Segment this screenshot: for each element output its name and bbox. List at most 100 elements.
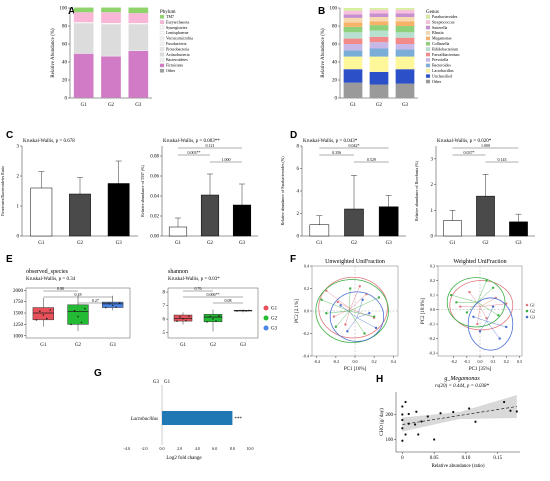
legend-label: Fusobacteria [166,41,187,46]
bar [378,206,399,237]
stat-label: Kruskal-Wallis, p = 0.03* [168,277,220,282]
comparison-label: 0.529 [367,157,376,162]
x-tick-label: -2.0 [141,446,147,451]
sample-point [497,314,500,317]
y-tick-label: 0.08 [150,155,159,160]
x-tick-label: G3 [110,343,117,348]
group-ellipse [467,297,514,351]
x-tick-label: G1 [38,241,45,246]
y-tick-label: 20 [332,79,338,84]
bar-segment [395,37,415,44]
significance-label: *** [234,417,242,422]
jitter-point [80,321,83,324]
x-axis-label: Relative abundance (ratio) [431,464,484,469]
x-tick-label: 0.3 [517,359,522,364]
legend-label: TM7 [166,14,174,19]
x-tick-label: G3 [515,241,522,246]
x-tick-label: G2 [376,103,383,108]
bar-segment [395,69,415,84]
legend-swatch [425,41,431,46]
y-tick-label: 0.0 [304,308,309,313]
legend-swatch [159,41,165,46]
jitter-point [49,309,52,311]
bar-segment [343,32,363,39]
data-point [417,433,420,436]
plot-title: observed_species [26,269,69,275]
bar-segment [395,8,415,10]
y-tick-label: 1 [17,205,20,210]
bar-segment [395,44,415,50]
spider-line [479,297,496,307]
bar-segment [73,7,94,13]
legend-swatch [425,20,431,24]
sample-point [334,325,338,328]
y-tick-label: -0.4 [303,353,309,358]
x-tick-label: 2.0 [177,446,182,451]
bar-segment [343,10,363,15]
x-tick-label: G2 [75,343,82,348]
legend-label: G2 [271,317,278,322]
x-tick-label: G3 [135,103,142,108]
jitter-point [212,318,214,320]
confidence-band [402,395,517,432]
data-point [468,407,471,410]
group-label-left: G3 [153,380,160,385]
plot-frame [167,287,259,339]
legend-label: G3 [271,327,278,332]
bar-segment [128,13,149,24]
legend-label: Prevotella [432,57,448,62]
data-point [420,420,423,423]
sample-point [372,315,376,318]
spider-line [479,303,507,307]
bar-segment [101,7,121,13]
legend-swatch [159,25,165,30]
y-tick-label: 0.2 [304,286,309,291]
x-tick-label: -4.0 [124,446,130,451]
group-label-right: G1 [164,380,171,385]
spider-line [349,310,365,334]
comparison-label: 0.18 [75,292,82,297]
jitter-point [239,309,241,312]
y-tick-label: 3 [431,157,434,162]
x-tick-label: G1 [449,241,456,246]
y-tick-label: 100 [386,438,394,443]
x-tick-label: 4.0 [195,446,200,451]
y-axis-label: Relative Abundance (%) [321,28,326,77]
jitter-point [215,320,217,322]
y-tick-label: 4 [297,190,300,195]
legend-label: Bacteroides [432,63,451,68]
sample-point [344,323,347,326]
legend-marker [263,305,269,311]
y-axis-label: PC2 [18.9%] [421,298,426,324]
panel-letter-a: A [68,6,75,17]
sample-point [465,311,469,314]
legend-marker [263,325,269,331]
bar-segment [73,23,94,54]
x-tick-label: 0.05 [430,456,439,461]
sample-point [325,312,328,315]
stat-label: Kruskal-Wallis, p = 0.003** [163,139,220,144]
jitter-point [104,306,107,309]
legend-label: Lactobacillus [432,68,454,73]
y-tick-label: 1250 [13,323,24,328]
group-ellipse [449,280,514,331]
legend-label: Proteobacteria [166,46,189,51]
bar-segment [128,50,149,98]
x-tick-label: 0.15 [493,456,502,461]
legend-swatch [425,63,431,68]
x-tick-label: G1 [175,241,182,246]
jitter-point [248,309,250,312]
x-tick-label: G1 [180,343,187,348]
bar-segment [395,83,415,98]
y-tick-label: 0 [431,235,434,240]
bar-segment [395,26,415,33]
x-axis-label: PC1 [35%] [469,367,492,372]
jitter-point [242,309,244,312]
stat-label: Kruskal-Wallis, p = 0.020* [437,139,492,144]
data-point [401,439,404,442]
sample-point [368,312,371,315]
y-tick-label: 1750 [13,300,24,305]
plot-title: Unweighted UniFraction [325,259,385,265]
bar-segment [343,69,363,83]
x-axis-label: PC1 [16%] [344,367,367,372]
